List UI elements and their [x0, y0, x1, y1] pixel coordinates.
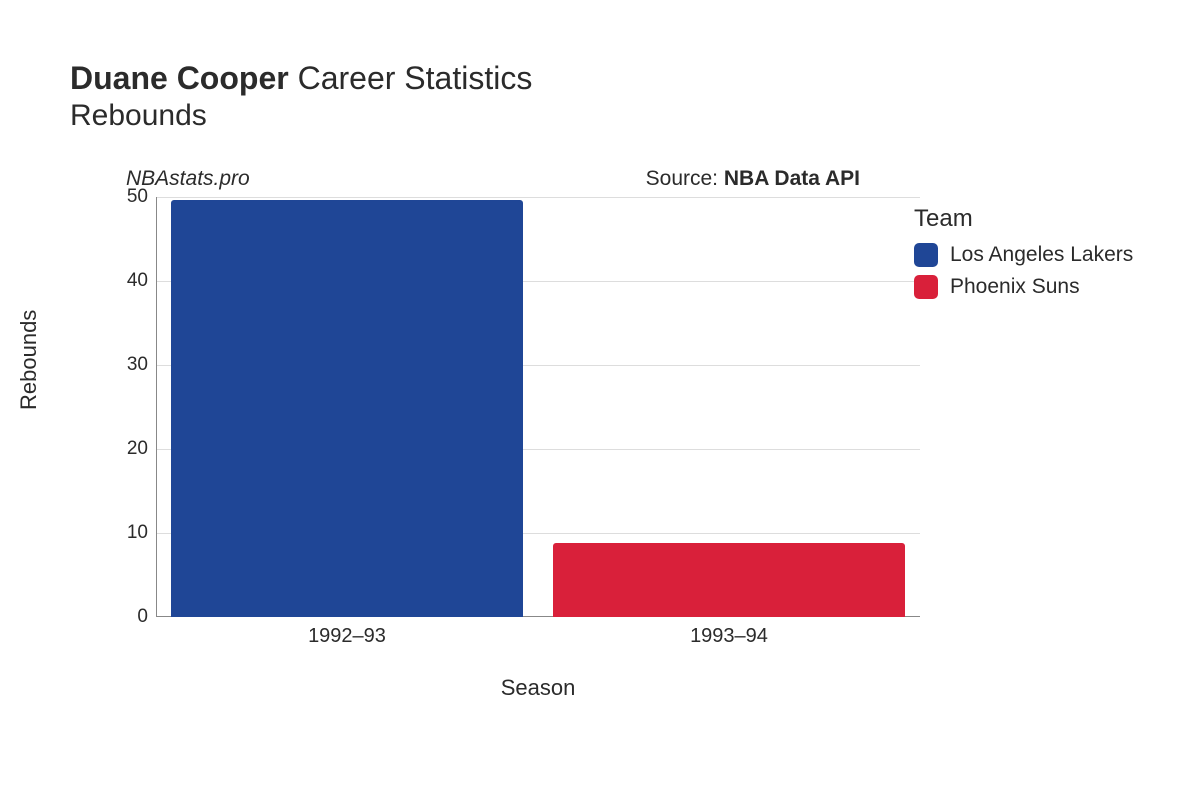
- y-tick-label: 20: [127, 438, 148, 460]
- y-tick-label: 40: [127, 270, 148, 292]
- plot-area: [156, 197, 920, 617]
- x-tick-label: 1992–93: [308, 625, 386, 648]
- legend-label: Phoenix Suns: [950, 275, 1080, 299]
- y-tick-label: 30: [127, 354, 148, 376]
- bar: [171, 200, 522, 617]
- meta-row: NBAstats.pro Source: NBA Data API: [106, 167, 870, 191]
- title-suffix: Career Statistics: [298, 60, 533, 96]
- legend-label: Los Angeles Lakers: [950, 243, 1133, 267]
- chart-container: Duane Cooper Career Statistics Rebounds …: [0, 0, 1200, 800]
- bars-group: [156, 197, 920, 617]
- y-axis: 01020304050: [106, 197, 156, 617]
- title-block: Duane Cooper Career Statistics Rebounds: [70, 60, 1160, 133]
- source-text: Source: NBA Data API: [646, 167, 870, 191]
- player-name: Duane Cooper: [70, 60, 289, 96]
- bar: [553, 543, 904, 617]
- y-tick-label: 10: [127, 522, 148, 544]
- legend: Team Los Angeles Lakers Phoenix Suns: [914, 205, 1133, 307]
- x-tick-label: 1993–94: [690, 625, 768, 648]
- chart-subtitle: Rebounds: [70, 99, 1160, 133]
- source-prefix: Source:: [646, 167, 724, 190]
- legend-items: Los Angeles Lakers Phoenix Suns: [914, 243, 1133, 299]
- legend-swatch: [914, 275, 938, 299]
- y-tick-label: 0: [137, 606, 148, 628]
- x-axis-title: Season: [156, 675, 920, 701]
- x-axis-labels: 1992–93 1993–94: [156, 617, 920, 647]
- y-axis-title: Rebounds: [16, 310, 42, 410]
- legend-swatch: [914, 243, 938, 267]
- chart-title: Duane Cooper Career Statistics: [70, 60, 1160, 97]
- legend-title: Team: [914, 205, 1133, 233]
- source-name: NBA Data API: [724, 167, 860, 190]
- legend-item: Los Angeles Lakers: [914, 243, 1133, 267]
- legend-item: Phoenix Suns: [914, 275, 1133, 299]
- y-tick-label: 50: [127, 186, 148, 208]
